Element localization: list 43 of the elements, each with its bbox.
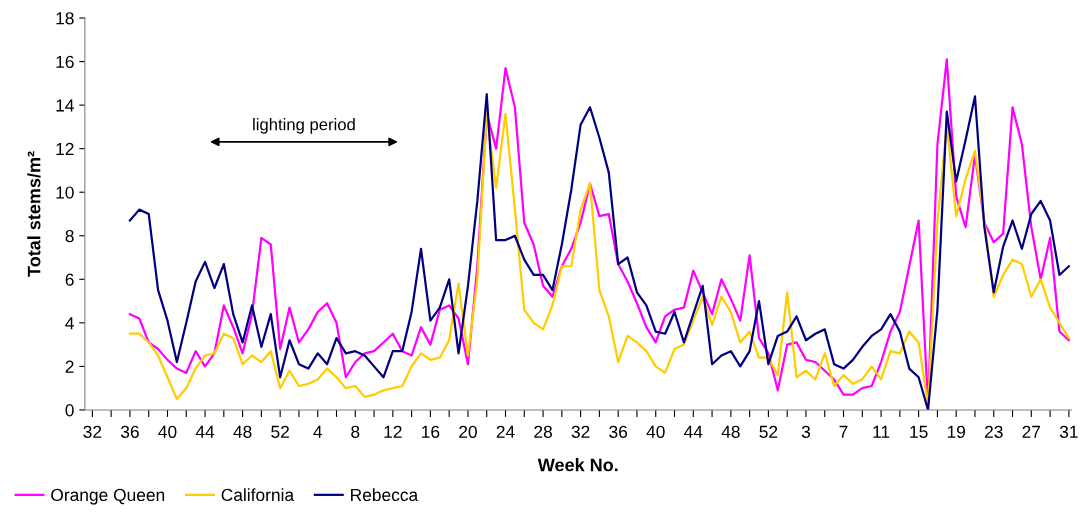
y-tick-label: 0 xyxy=(65,404,74,417)
x-tick-label: 48 xyxy=(721,425,740,438)
x-tick-label: 32 xyxy=(571,425,590,438)
x-tick-label: 23 xyxy=(984,425,1003,438)
x-tick-label: 36 xyxy=(120,425,139,438)
y-tick-label: 14 xyxy=(56,99,74,112)
y-tick-label: 16 xyxy=(56,55,74,69)
x-axis-title: Week No. xyxy=(537,458,618,472)
legend-label: Orange Queen xyxy=(51,488,165,505)
x-tick-label: 44 xyxy=(684,425,703,438)
y-tick-label: 12 xyxy=(56,142,74,155)
legend-label: Rebecca xyxy=(351,488,419,502)
x-tick-label: 40 xyxy=(158,425,177,438)
x-tick-label: 32 xyxy=(83,425,102,438)
x-tick-label: 4 xyxy=(313,425,323,438)
y-axis-title: Total stems/m² xyxy=(27,151,41,277)
x-tick-label: 12 xyxy=(384,425,402,438)
x-tick-label: 3 xyxy=(801,425,811,438)
legend-label: California xyxy=(221,488,295,502)
x-tick-label: 20 xyxy=(459,425,477,438)
x-tick-label: 11 xyxy=(873,425,890,438)
y-tick-label: 6 xyxy=(65,273,74,286)
y-tick-label: 2 xyxy=(65,360,74,373)
x-tick-label: 28 xyxy=(534,425,552,438)
x-tick-label: 52 xyxy=(271,425,289,438)
x-tick-label: 44 xyxy=(195,425,215,438)
x-tick-label: 36 xyxy=(609,425,628,438)
x-tick-label: 48 xyxy=(233,425,252,438)
x-tick-label: 7 xyxy=(839,425,848,438)
x-tick-label: 16 xyxy=(422,425,440,438)
x-tick-label: 27 xyxy=(1022,425,1041,438)
y-tick-label: 18 xyxy=(56,12,74,25)
y-tick-label: 10 xyxy=(56,186,74,199)
x-tick-label: 24 xyxy=(496,425,515,438)
x-tick-label: 19 xyxy=(947,425,966,438)
y-tick-label: 4 xyxy=(65,317,74,330)
annotation: lighting period xyxy=(253,118,355,134)
x-tick-label: 8 xyxy=(351,425,360,438)
y-tick-label: 8 xyxy=(65,229,74,243)
x-tick-label: 52 xyxy=(759,425,778,438)
x-tick-label: 40 xyxy=(646,425,665,438)
x-tick-label: 31 xyxy=(1059,425,1078,438)
x-tick-label: 15 xyxy=(910,425,928,438)
